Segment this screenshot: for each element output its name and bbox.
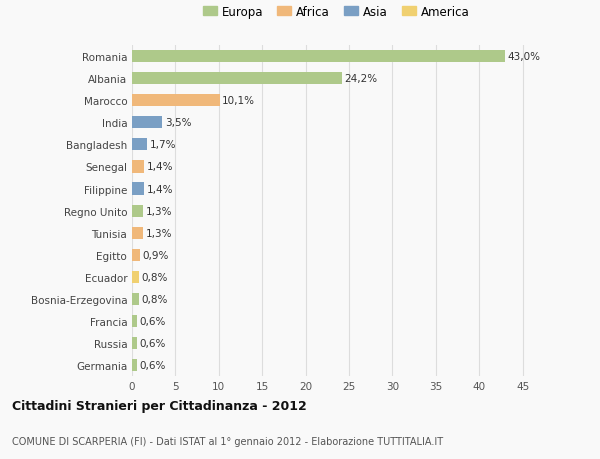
Bar bbox=[132, 183, 144, 195]
Text: 1,3%: 1,3% bbox=[146, 206, 172, 216]
Text: 1,7%: 1,7% bbox=[149, 140, 176, 150]
Bar bbox=[132, 117, 163, 129]
Text: 0,6%: 0,6% bbox=[140, 316, 166, 326]
Bar bbox=[132, 315, 137, 327]
Text: 0,9%: 0,9% bbox=[142, 250, 169, 260]
Bar bbox=[132, 51, 505, 63]
Bar bbox=[132, 95, 220, 107]
Text: 0,8%: 0,8% bbox=[142, 294, 168, 304]
Text: 0,6%: 0,6% bbox=[140, 338, 166, 348]
Text: 0,8%: 0,8% bbox=[142, 272, 168, 282]
Bar bbox=[132, 337, 137, 349]
Legend: Europa, Africa, Asia, America: Europa, Africa, Asia, America bbox=[203, 6, 469, 18]
Bar bbox=[132, 271, 139, 283]
Bar bbox=[132, 227, 143, 239]
Text: 1,3%: 1,3% bbox=[146, 228, 172, 238]
Bar bbox=[132, 293, 139, 305]
Bar bbox=[132, 205, 143, 217]
Text: 1,4%: 1,4% bbox=[147, 162, 173, 172]
Text: 10,1%: 10,1% bbox=[222, 96, 255, 106]
Text: 24,2%: 24,2% bbox=[344, 74, 378, 84]
Bar bbox=[132, 359, 137, 371]
Text: 43,0%: 43,0% bbox=[508, 52, 541, 62]
Text: 0,6%: 0,6% bbox=[140, 360, 166, 370]
Bar bbox=[132, 139, 147, 151]
Text: 3,5%: 3,5% bbox=[165, 118, 191, 128]
Bar bbox=[132, 249, 140, 261]
Bar bbox=[132, 161, 144, 173]
Text: COMUNE DI SCARPERIA (FI) - Dati ISTAT al 1° gennaio 2012 - Elaborazione TUTTITAL: COMUNE DI SCARPERIA (FI) - Dati ISTAT al… bbox=[12, 436, 443, 446]
Text: Cittadini Stranieri per Cittadinanza - 2012: Cittadini Stranieri per Cittadinanza - 2… bbox=[12, 399, 307, 412]
Text: 1,4%: 1,4% bbox=[147, 184, 173, 194]
Bar bbox=[132, 73, 342, 85]
